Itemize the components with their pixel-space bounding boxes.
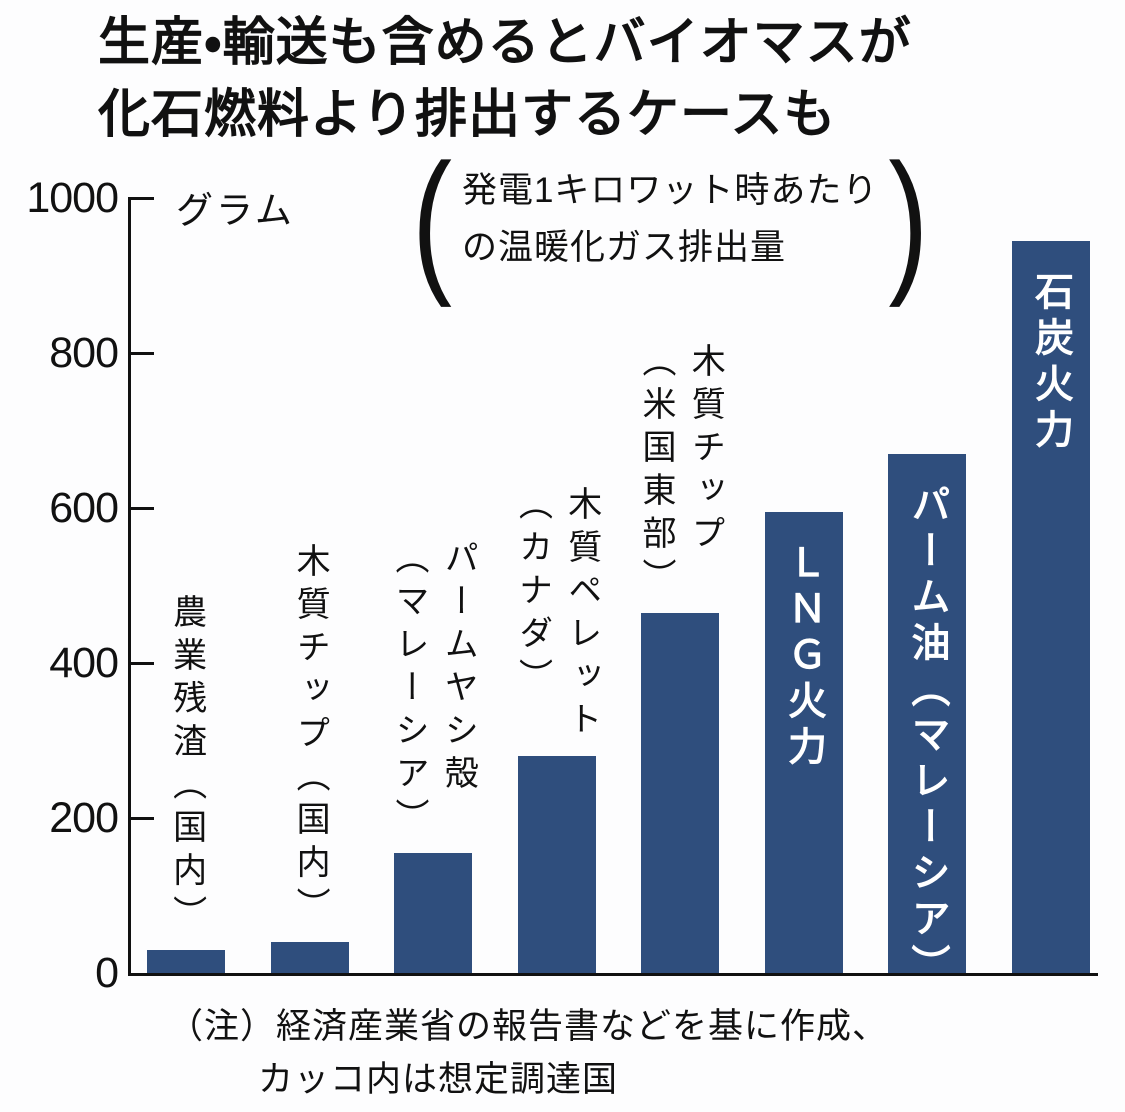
y-axis-tick-label-1000: 1000 bbox=[26, 174, 119, 222]
bar-label-above-3: パームヤシ殻 （マレーシア） bbox=[390, 539, 478, 841]
footnote-line-1: （注）経済産業省の報告書などを基に作成、 bbox=[168, 1007, 889, 1046]
y-axis-tick-1000 bbox=[128, 197, 154, 200]
bar-label-above-5: 木質チップ （米国東部） bbox=[637, 342, 725, 601]
bar-2 bbox=[270, 942, 349, 973]
y-axis-unit-label: グラム bbox=[176, 190, 295, 231]
y-axis-tick-400 bbox=[128, 662, 154, 665]
bar-3 bbox=[394, 852, 472, 973]
page-title-line-2: 化石燃料より排出するケースも bbox=[98, 85, 837, 144]
bar-label-above-4: 木質ペレット （カナダ） bbox=[513, 486, 601, 744]
bar-5 bbox=[641, 612, 719, 973]
annotation-line-2: の温暖化ガス排出量 bbox=[461, 228, 786, 267]
y-axis-line bbox=[128, 198, 131, 976]
annotation-open-paren: ( bbox=[412, 131, 452, 309]
bar-6: ＬＮＧ火力 bbox=[764, 511, 843, 973]
bar-label-inside-8: 石炭火力 bbox=[1029, 270, 1073, 455]
bar-label-above-1: 農業残渣（国内） bbox=[167, 593, 206, 938]
bar-label-inside-6: ＬＮＧ火力 bbox=[782, 541, 826, 772]
bar-7: パーム油（マレーシア） bbox=[888, 453, 966, 990]
footnote-line-2: カッコ内は想定調達国 bbox=[258, 1060, 619, 1100]
y-axis-tick-800 bbox=[128, 352, 154, 355]
page-title-line-1: 生産・輸送も含めるとバイオマスが bbox=[98, 14, 912, 72]
y-axis-tick-600 bbox=[128, 507, 154, 510]
bar-label-above-2: 木質チップ（国内） bbox=[291, 543, 330, 930]
annotation-line-1: 発電1キロワット時あたり bbox=[461, 171, 879, 211]
annotation-close-paren: ) bbox=[888, 131, 929, 309]
y-axis-tick-label-600: 600 bbox=[49, 484, 119, 532]
y-axis-tick-label-400: 400 bbox=[49, 639, 119, 687]
y-axis-tick-200 bbox=[128, 817, 154, 820]
y-axis-tick-label-0: 0 bbox=[95, 949, 119, 997]
per-kwh-annotation: ( 発電1キロワット時あたり の温暖化ガス排出量 ) bbox=[412, 138, 928, 302]
x-axis-baseline bbox=[128, 973, 1098, 976]
y-axis-tick-label-800: 800 bbox=[49, 329, 119, 377]
bar-8: 石炭火力 bbox=[1011, 240, 1090, 973]
bar-1 bbox=[147, 949, 225, 973]
bar-label-inside-7: パーム油（マレーシア） bbox=[906, 483, 949, 990]
page-title: 生産・輸送も含めるとバイオマスが 化石燃料より排出するケースも bbox=[98, 8, 912, 152]
bar-4 bbox=[517, 756, 596, 973]
y-axis-tick-label-200: 200 bbox=[49, 794, 119, 842]
footnote: （注）経済産業省の報告書などを基に作成、 カッコ内は想定調達国 bbox=[168, 1000, 888, 1106]
annotation-text: 発電1キロワット時あたり の温暖化ガス排出量 bbox=[452, 163, 888, 276]
